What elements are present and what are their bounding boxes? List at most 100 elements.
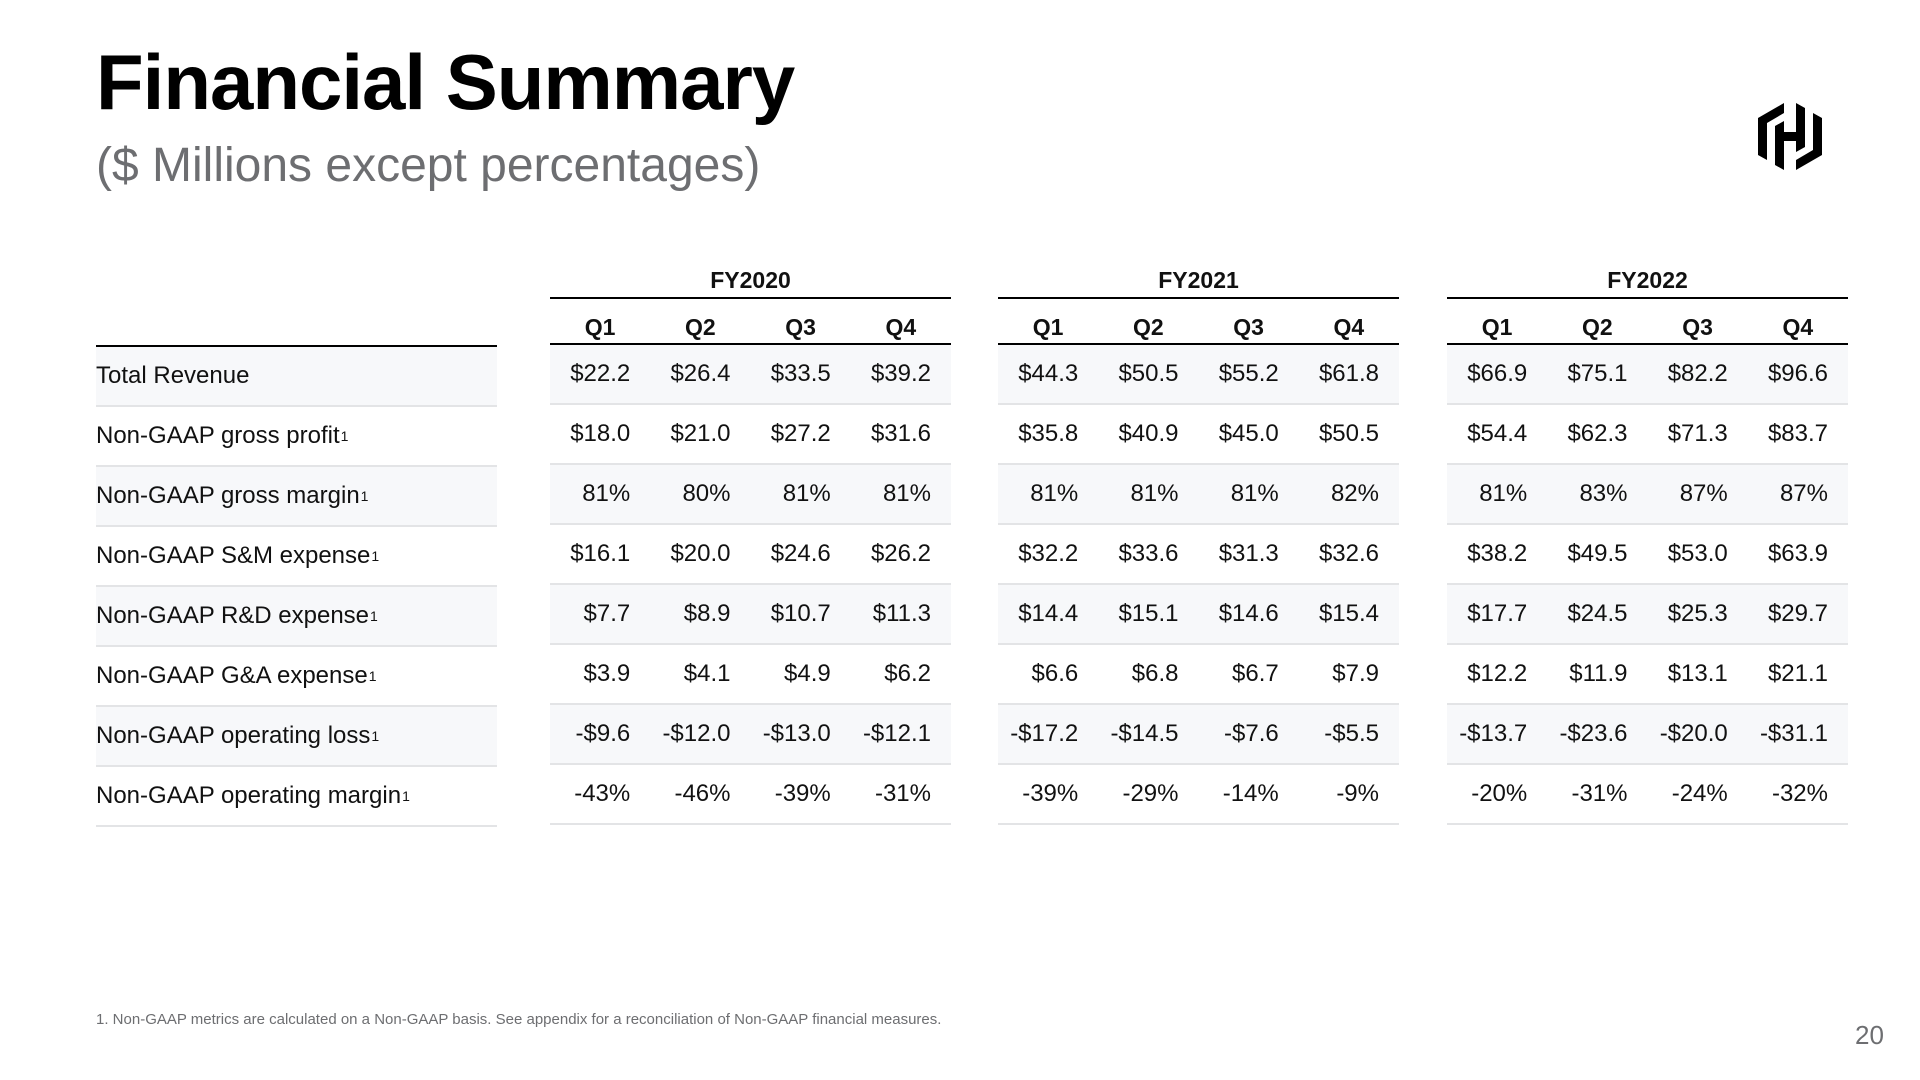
table-cell: 80% — [682, 480, 731, 507]
quarter-header-row: Q1 Q2 Q3 Q4 — [998, 299, 1399, 345]
table-cell: -$17.2 — [1010, 720, 1079, 747]
row-label: Non-GAAP G&A expense 1 — [96, 647, 497, 707]
table-cell: $35.8 — [1018, 420, 1079, 447]
table-cell: $49.5 — [1567, 540, 1628, 567]
table-cell: $83.7 — [1767, 420, 1828, 447]
fy2020-table: FY2020 Q1 Q2 Q3 Q4 $22.2 $26.4 $33.5 $39.2 $18.0 $… — [550, 265, 951, 825]
row-label: Non-GAAP R&D expense 1 — [96, 587, 497, 647]
row-labels-column: Total Revenue Non-GAAP gross profit 1 Non-G… — [96, 347, 497, 827]
table-cell: 81% — [1479, 480, 1528, 507]
table-cell: $32.2 — [1018, 540, 1079, 567]
hashicorp-logo-icon — [1758, 103, 1822, 170]
table-row: -39% -29% -14% -9% — [998, 765, 1399, 825]
table-cell: -14% — [1222, 780, 1279, 807]
table-cell: $71.3 — [1667, 420, 1728, 447]
table-cell: $31.6 — [870, 420, 931, 447]
table-cell: -31% — [874, 780, 931, 807]
table-row: $35.8 $40.9 $45.0 $50.5 — [998, 405, 1399, 465]
table-cell: $6.2 — [884, 660, 931, 687]
table-cell: $53.0 — [1667, 540, 1728, 567]
table-cell: $55.2 — [1218, 360, 1279, 387]
table-cell: $66.9 — [1467, 360, 1528, 387]
table-cell: 81% — [1030, 480, 1079, 507]
table-cell: $12.2 — [1467, 660, 1528, 687]
table-cell: 81% — [882, 480, 931, 507]
table-cell: $6.7 — [1232, 660, 1279, 687]
table-cell: -20% — [1471, 780, 1528, 807]
fiscal-year-rule — [550, 297, 951, 299]
fiscal-year-rule — [1447, 297, 1848, 299]
table-cell: $14.4 — [1018, 600, 1079, 627]
table-cell: $21.1 — [1767, 660, 1828, 687]
table-cell: 81% — [582, 480, 631, 507]
table-cell: 81% — [1130, 480, 1179, 507]
row-label-text: Non-GAAP S&M expense — [96, 542, 371, 569]
table-body: $22.2 $26.4 $33.5 $39.2 $18.0 $21.0 $27.2 $31.6… — [550, 345, 951, 825]
fy2022-table: FY2022 Q1 Q2 Q3 Q4 $66.9 $75.1 $82.2 $96.6 $54.4 $… — [1447, 265, 1848, 825]
quarter-header: Q1 — [584, 314, 616, 340]
quarter-header: Q3 — [785, 314, 816, 340]
footnote-marker: 1 — [360, 488, 369, 504]
row-label: Non-GAAP gross profit 1 — [96, 407, 497, 467]
footnote-marker: 1 — [368, 668, 377, 684]
table-cell: $33.5 — [770, 360, 831, 387]
table-cell: 87% — [1679, 480, 1728, 507]
table-cell: $13.1 — [1667, 660, 1728, 687]
row-label: Non-GAAP operating loss 1 — [96, 707, 497, 767]
quarter-header: Q2 — [1133, 314, 1164, 340]
table-cell: -24% — [1671, 780, 1728, 807]
table-row: $54.4 $62.3 $71.3 $83.7 — [1447, 405, 1848, 465]
table-row: $14.4 $15.1 $14.6 $15.4 — [998, 585, 1399, 645]
table-row: $16.1 $20.0 $24.6 $26.2 — [550, 525, 951, 585]
table-cell: $6.6 — [1031, 660, 1079, 687]
page-title: Financial Summary — [96, 38, 795, 126]
table-cell: $50.5 — [1318, 420, 1379, 447]
table-cell: $33.6 — [1118, 540, 1179, 567]
quarter-header: Q3 — [1233, 314, 1264, 340]
page-subtitle: ($ Millions except percentages) — [96, 139, 761, 192]
table-cell: -32% — [1771, 780, 1828, 807]
table-cell: $11.9 — [1569, 660, 1628, 687]
table-cell: $15.1 — [1118, 600, 1179, 627]
table-cell: $82.2 — [1667, 360, 1728, 387]
quarter-header: Q4 — [1782, 314, 1814, 340]
table-cell: 81% — [782, 480, 831, 507]
quarter-header: Q1 — [1481, 314, 1513, 340]
table-cell: -$5.5 — [1324, 720, 1379, 747]
table-cell: -$14.5 — [1110, 720, 1179, 747]
fiscal-year-header: FY2021 — [1158, 267, 1239, 293]
footnote-marker: 1 — [371, 548, 380, 564]
table-row: $6.6 $6.8 $6.7 $7.9 — [998, 645, 1399, 705]
table-cell: -$23.6 — [1559, 720, 1628, 747]
quarter-header: Q2 — [685, 314, 716, 340]
table-cell: $25.3 — [1667, 600, 1728, 627]
quarter-header: Q4 — [1333, 314, 1365, 340]
table-cell: $20.0 — [670, 540, 731, 567]
table-row: $12.2 $11.9 $13.1 $21.1 — [1447, 645, 1848, 705]
table-cell: $27.2 — [770, 420, 831, 447]
footnote-marker: 1 — [370, 608, 378, 624]
table-cell: $17.7 — [1467, 600, 1528, 627]
table-cell: $22.2 — [570, 360, 631, 387]
footnote-marker: 1 — [340, 428, 349, 444]
table-cell: $29.7 — [1767, 600, 1828, 627]
fiscal-year-rule — [998, 297, 1399, 299]
table-row: -$9.6 -$12.0 -$13.0 -$12.1 — [550, 705, 951, 765]
quarter-header-row: Q1 Q2 Q3 Q4 — [550, 299, 951, 345]
table-cell: $39.2 — [870, 360, 931, 387]
table-cell: -$12.0 — [662, 720, 731, 747]
table-row: $44.3 $50.5 $55.2 $61.8 — [998, 345, 1399, 405]
fy2021-table: FY2021 Q1 Q2 Q3 Q4 $44.3 $50.5 $55.2 $61.8 $35.8 $… — [998, 265, 1399, 825]
table-cell: $54.4 — [1467, 420, 1528, 447]
table-row: $17.7 $24.5 $25.3 $29.7 — [1447, 585, 1848, 645]
row-label-text: Non-GAAP gross margin — [96, 482, 360, 509]
table-cell: -39% — [1022, 780, 1079, 807]
table-cell: $7.9 — [1332, 660, 1379, 687]
table-cell: -39% — [774, 780, 831, 807]
table-cell: -43% — [574, 780, 631, 807]
table-cell: $21.0 — [670, 420, 731, 447]
table-cell: 83% — [1579, 480, 1628, 507]
table-cell: $18.0 — [570, 420, 631, 447]
table-cell: $75.1 — [1567, 360, 1628, 387]
table-cell: $61.8 — [1318, 360, 1379, 387]
